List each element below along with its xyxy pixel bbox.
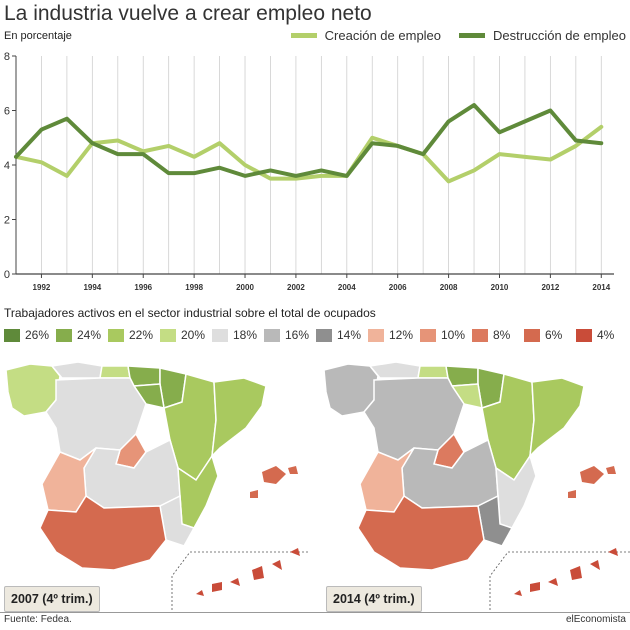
scale-item: 18% bbox=[212, 328, 264, 342]
scale-item: 12% bbox=[368, 328, 420, 342]
line-chart: 0 2 4 6 8 1992 1994 1996 1998 2000 2002 2004 2006 200… bbox=[4, 51, 614, 292]
region-baleares-2007 bbox=[250, 466, 298, 498]
color-scale-legend: 26% 24% 22% 20% 18% 16% 14% 12% 10% 8% 6% 4% bbox=[4, 328, 628, 342]
x-tick-label: 2004 bbox=[338, 283, 356, 292]
scale-swatch bbox=[108, 328, 124, 342]
map-2014 bbox=[318, 356, 630, 614]
scale-swatch bbox=[420, 328, 436, 342]
scale-item: 14% bbox=[316, 328, 368, 342]
x-tick-label: 1992 bbox=[33, 283, 51, 292]
x-tick-label: 2008 bbox=[440, 283, 458, 292]
scale-label: 20% bbox=[181, 328, 206, 342]
series-creacion-line bbox=[14, 124, 604, 184]
scale-swatch bbox=[524, 328, 540, 342]
scale-item: 24% bbox=[56, 328, 108, 342]
map-label-2007: 2007 (4º trim.) bbox=[4, 586, 100, 612]
unit-label: En porcentaje bbox=[4, 30, 72, 42]
scale-item: 16% bbox=[264, 328, 316, 342]
scale-swatch bbox=[4, 328, 20, 342]
scale-label: 14% bbox=[337, 328, 362, 342]
x-tick-label: 1996 bbox=[134, 283, 152, 292]
region-cantabria-2007 bbox=[99, 365, 131, 379]
scale-label: 8% bbox=[493, 328, 511, 342]
region-cantabria-2014 bbox=[417, 365, 449, 379]
region-cataluna-2007 bbox=[211, 377, 267, 459]
scale-swatch bbox=[368, 328, 384, 342]
y-tick-label: 2 bbox=[4, 215, 10, 227]
scale-item: 8% bbox=[472, 328, 524, 342]
y-tick-label: 8 bbox=[4, 51, 10, 63]
scale-label: 24% bbox=[77, 328, 102, 342]
series-destruccion-line bbox=[14, 103, 604, 178]
legend: Creación de empleo Destrucción de empleo bbox=[290, 28, 626, 43]
scale-swatch bbox=[316, 328, 332, 342]
scale-label: 18% bbox=[233, 328, 258, 342]
region-asturias-2014 bbox=[368, 361, 421, 379]
scale-swatch bbox=[160, 328, 176, 342]
map-2007 bbox=[0, 356, 310, 614]
x-tick-label: 2010 bbox=[491, 283, 509, 292]
region-canarias-2014 bbox=[514, 548, 618, 596]
footer-divider bbox=[0, 612, 630, 613]
scale-swatch bbox=[472, 328, 488, 342]
map-label-2014: 2014 (4º trim.) bbox=[326, 586, 422, 612]
region-canarias-2007 bbox=[196, 548, 300, 596]
region-andalucia-2014 bbox=[357, 494, 485, 571]
chart-title: La industria vuelve a crear empleo neto bbox=[4, 2, 372, 25]
legend-item-destruccion: Destrucción de empleo bbox=[459, 28, 626, 43]
scale-swatch bbox=[576, 328, 592, 342]
x-tick-label: 1994 bbox=[83, 283, 101, 292]
scale-item: 6% bbox=[524, 328, 576, 342]
legend-label-creacion: Creación de empleo bbox=[324, 28, 442, 43]
region-asturias-2007 bbox=[50, 361, 103, 379]
legend-item-creacion: Creación de empleo bbox=[290, 28, 442, 43]
scale-label: 6% bbox=[545, 328, 563, 342]
scale-label: 26% bbox=[25, 328, 50, 342]
canarias-inset-frame-2007 bbox=[171, 551, 310, 610]
scale-label: 10% bbox=[441, 328, 466, 342]
region-baleares-2014 bbox=[568, 466, 616, 498]
canarias-inset-frame-2014 bbox=[489, 551, 630, 610]
scale-swatch bbox=[212, 328, 228, 342]
scale-item: 26% bbox=[4, 328, 56, 342]
region-andalucia-2007 bbox=[39, 494, 167, 571]
scale-label: 22% bbox=[129, 328, 154, 342]
scale-item: 4% bbox=[576, 328, 628, 342]
x-tick-label: 2006 bbox=[389, 283, 407, 292]
scale-swatch bbox=[56, 328, 72, 342]
source-note: Fuente: Fedea. bbox=[4, 614, 72, 625]
maps-panel bbox=[0, 356, 630, 614]
legend-swatch-destruccion bbox=[459, 33, 486, 38]
maps-title: Trabajadores activos en el sector indust… bbox=[4, 306, 376, 320]
scale-item: 20% bbox=[160, 328, 212, 342]
scale-swatch bbox=[264, 328, 280, 342]
y-tick-label: 4 bbox=[4, 160, 10, 172]
region-cataluna-2014 bbox=[529, 377, 585, 459]
scale-label: 12% bbox=[389, 328, 414, 342]
x-tick-label: 1998 bbox=[185, 283, 203, 292]
legend-label-destruccion: Destrucción de empleo bbox=[493, 28, 626, 43]
scale-label: 4% bbox=[597, 328, 615, 342]
legend-swatch-creacion bbox=[290, 33, 317, 38]
brand-label: elEconomista bbox=[565, 614, 626, 625]
y-tick-label: 6 bbox=[4, 106, 10, 118]
scale-item: 22% bbox=[108, 328, 160, 342]
x-tick-label: 2012 bbox=[541, 283, 559, 292]
scale-label: 16% bbox=[285, 328, 310, 342]
x-tick-label: 2002 bbox=[287, 283, 305, 292]
y-tick-label: 0 bbox=[4, 269, 10, 281]
x-tick-label: 2000 bbox=[236, 283, 254, 292]
scale-item: 10% bbox=[420, 328, 472, 342]
x-tick-label: 2014 bbox=[592, 283, 610, 292]
